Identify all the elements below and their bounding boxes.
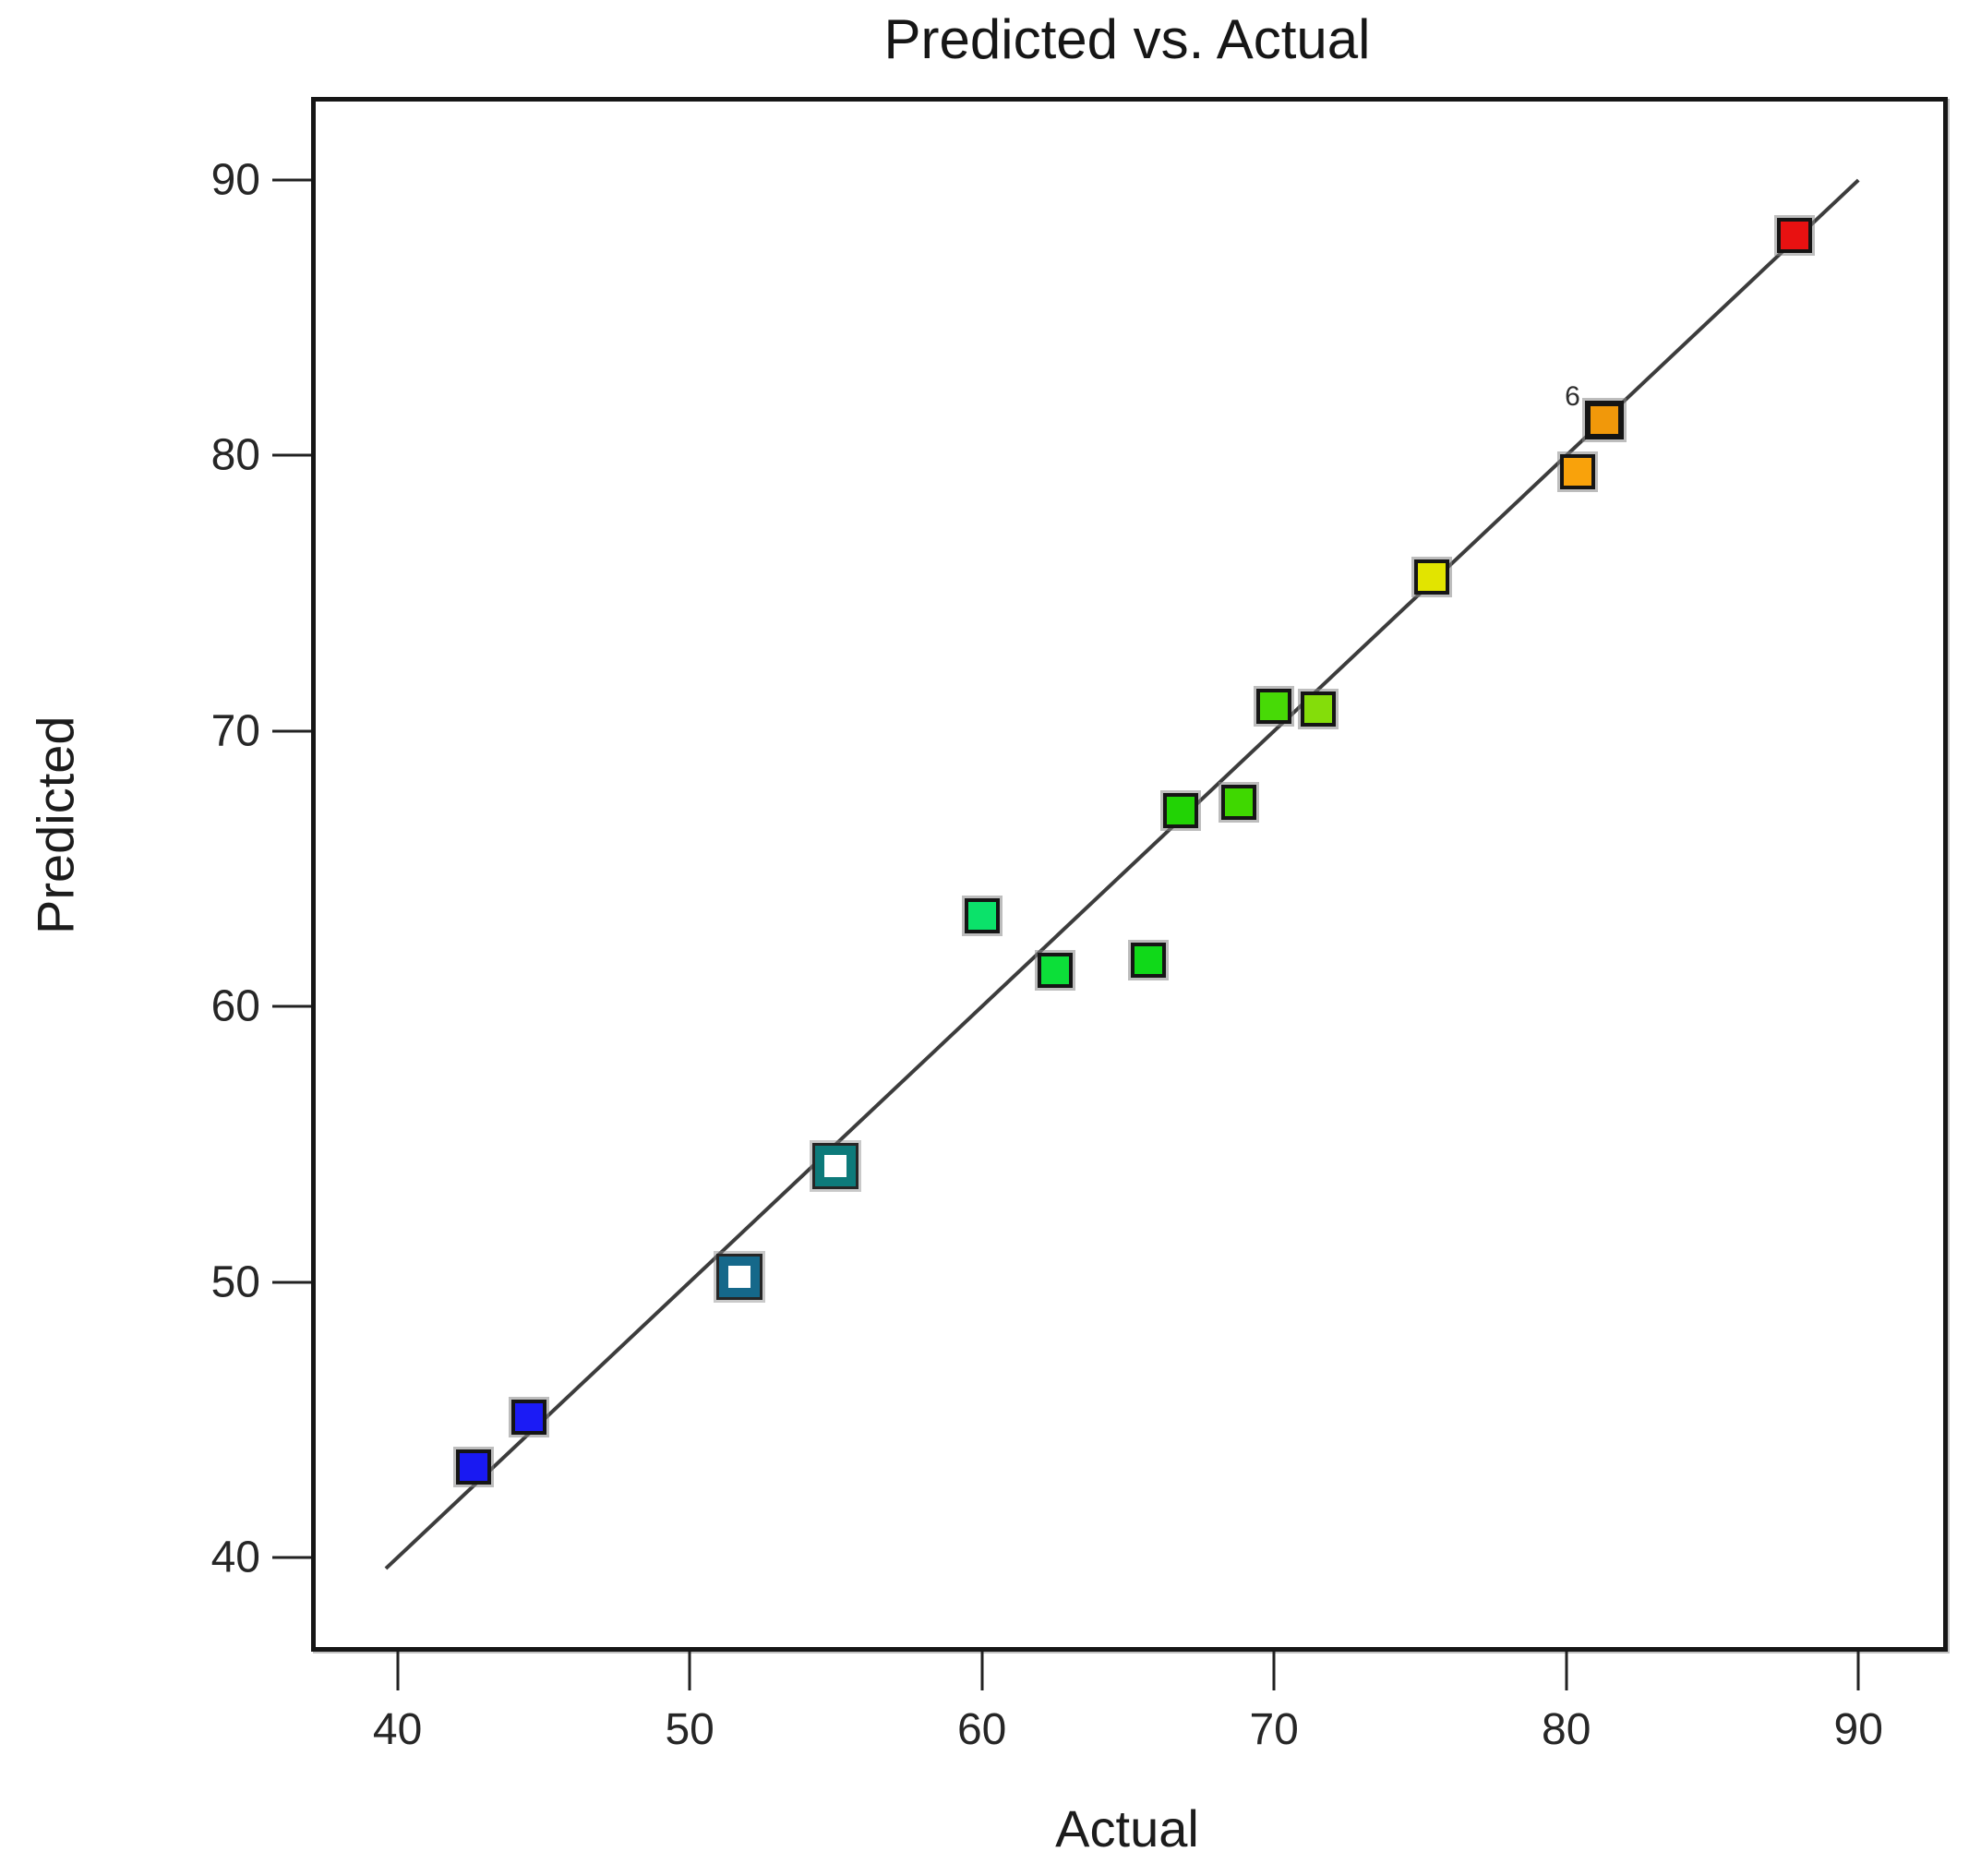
y-tick-label: 50 [210, 1257, 260, 1307]
data-point-marker [1256, 688, 1292, 724]
x-tick-label: 50 [665, 1705, 714, 1754]
identity-line-layer [384, 178, 1860, 1570]
plot-area: 40 50 60 70 80 90 40 50 60 70 80 90 6 [211, 97, 1948, 1754]
x-tick [1272, 1652, 1276, 1690]
data-point-marker [964, 897, 1000, 933]
y-tick [272, 1281, 311, 1284]
data-point-marker [511, 1399, 547, 1435]
data-point-marker [455, 1449, 491, 1485]
y-tick-label: 40 [210, 1533, 260, 1582]
data-point-marker [1221, 785, 1257, 821]
y-tick-label: 70 [210, 706, 260, 756]
data-point-marker [1560, 454, 1596, 490]
y-tick-label: 60 [210, 981, 260, 1031]
data-point-marker [1131, 942, 1167, 978]
data-point-marker [1414, 559, 1450, 595]
x-axis-label: Actual [1055, 1799, 1199, 1858]
data-point-marker [1037, 953, 1073, 989]
y-axis-label: Predicted [26, 716, 85, 934]
x-tick [1856, 1652, 1860, 1690]
data-point-marker [1776, 217, 1812, 253]
x-tick-label: 80 [1541, 1705, 1591, 1754]
data-point-marker [718, 1256, 760, 1297]
replicate-count-label: 6 [1565, 380, 1580, 412]
x-tick [688, 1652, 691, 1690]
data-point-marker [1584, 400, 1624, 439]
data-point-marker [815, 1146, 857, 1187]
x-tick [980, 1652, 984, 1690]
x-tick-label: 40 [372, 1705, 423, 1754]
data-point-marker [1300, 691, 1336, 727]
y-tick [272, 178, 311, 182]
x-tick-label: 70 [1249, 1705, 1299, 1754]
x-tick [396, 1652, 400, 1690]
y-tick [272, 729, 311, 733]
x-tick [1565, 1652, 1568, 1690]
x-tick-label: 60 [956, 1705, 1007, 1754]
chart-title: Predicted vs. Actual [883, 8, 1371, 70]
identity-line [384, 178, 1860, 1570]
y-tick [272, 1556, 311, 1559]
x-tick-label: 90 [1833, 1705, 1883, 1754]
y-tick [272, 1004, 311, 1008]
y-tick [272, 453, 311, 457]
data-point-marker [1162, 793, 1198, 829]
y-tick-label: 90 [210, 155, 260, 205]
y-tick-label: 80 [210, 430, 260, 480]
